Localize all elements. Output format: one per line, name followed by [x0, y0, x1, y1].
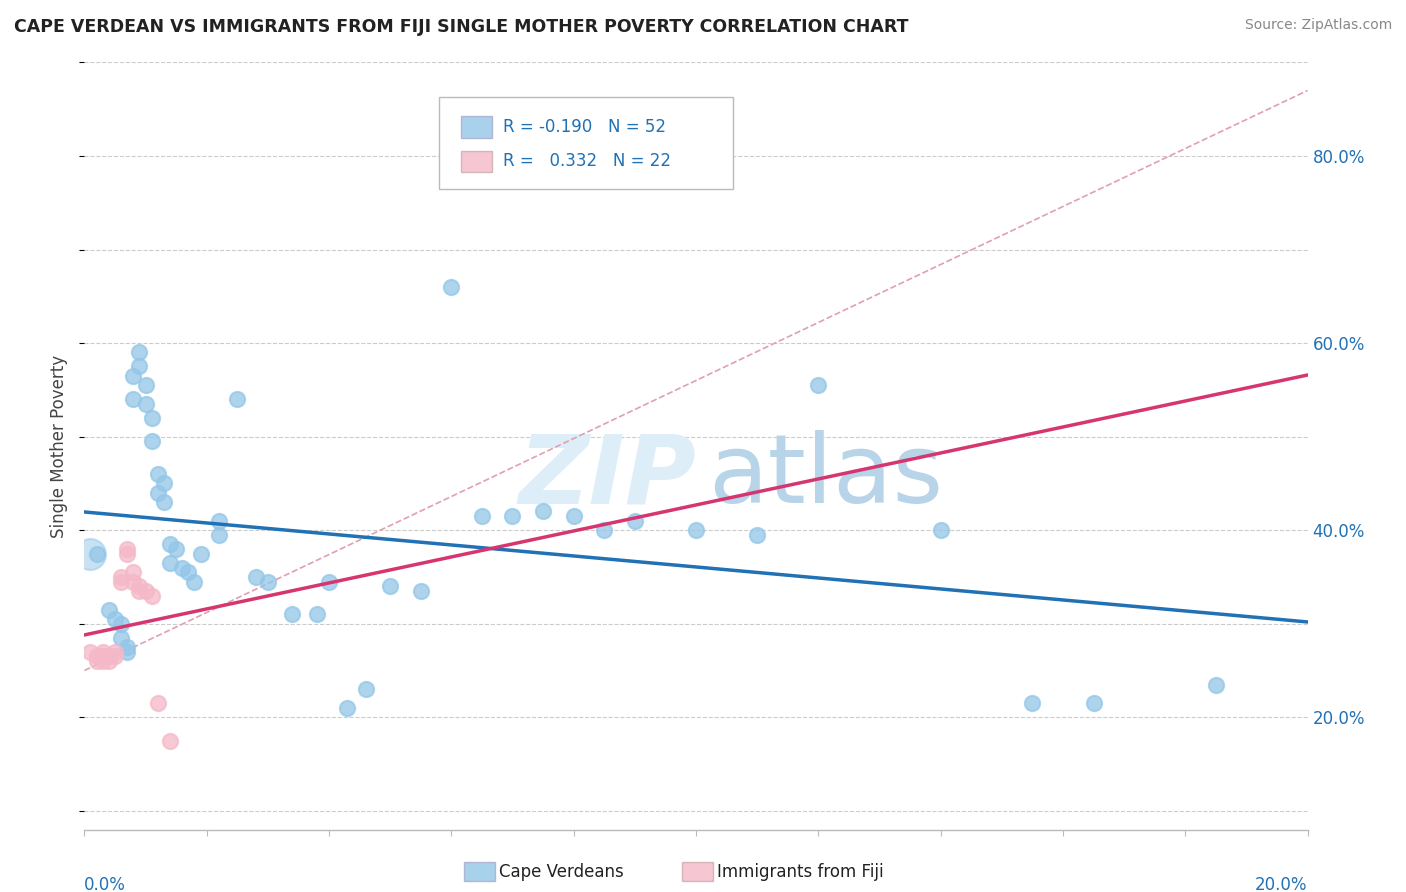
Point: [110, 616, 132, 631]
Point: [685, 523, 707, 537]
Point: [135, 584, 157, 599]
Text: R = -0.190   N = 52: R = -0.190 N = 52: [503, 118, 665, 136]
Point: [122, 566, 145, 580]
Point: [115, 541, 138, 556]
Point: [97, 654, 120, 668]
Point: [110, 574, 132, 589]
Text: 20.0%: 20.0%: [1256, 876, 1308, 892]
Point: [91, 654, 114, 668]
Point: [172, 560, 194, 574]
Point: [128, 579, 150, 593]
Point: [128, 359, 150, 374]
Point: [409, 584, 432, 599]
Point: [97, 603, 120, 617]
Point: [336, 701, 359, 715]
Point: [115, 547, 138, 561]
Point: [79, 645, 101, 659]
Point: [562, 509, 585, 524]
Point: [128, 584, 150, 599]
Point: [153, 495, 176, 509]
Point: [122, 392, 145, 407]
Point: [146, 467, 169, 481]
Point: [380, 579, 402, 593]
FancyBboxPatch shape: [461, 151, 492, 172]
Point: [141, 411, 163, 425]
Point: [97, 649, 120, 664]
Point: [146, 485, 169, 500]
Point: [122, 368, 145, 383]
Point: [318, 574, 340, 589]
Point: [1021, 696, 1043, 710]
Point: [1083, 696, 1105, 710]
Point: [226, 392, 249, 407]
Point: [115, 645, 138, 659]
Y-axis label: Single Mother Poverty: Single Mother Poverty: [51, 354, 69, 538]
Point: [110, 570, 132, 584]
Point: [135, 378, 157, 392]
Point: [929, 523, 952, 537]
Point: [86, 547, 108, 561]
Point: [624, 514, 647, 528]
Point: [110, 631, 132, 645]
Point: [1205, 677, 1227, 691]
Point: [208, 514, 231, 528]
Point: [141, 589, 163, 603]
Point: [122, 574, 145, 589]
Point: [153, 476, 176, 491]
Text: ZIP: ZIP: [517, 430, 696, 524]
Point: [91, 645, 114, 659]
Text: 0.0%: 0.0%: [84, 876, 127, 892]
Point: [593, 523, 616, 537]
Point: [183, 574, 205, 589]
Point: [531, 504, 554, 518]
Text: R =   0.332   N = 22: R = 0.332 N = 22: [503, 153, 671, 170]
Text: Source: ZipAtlas.com: Source: ZipAtlas.com: [1244, 18, 1392, 32]
Point: [128, 345, 150, 359]
FancyBboxPatch shape: [439, 97, 733, 189]
Point: [245, 570, 267, 584]
Point: [165, 541, 187, 556]
Point: [146, 696, 169, 710]
Point: [305, 607, 328, 622]
Point: [115, 640, 138, 654]
Point: [135, 397, 157, 411]
Point: [159, 556, 181, 570]
Text: Immigrants from Fiji: Immigrants from Fiji: [717, 863, 884, 881]
Point: [104, 612, 127, 626]
Text: Cape Verdeans: Cape Verdeans: [499, 863, 624, 881]
Point: [440, 280, 463, 294]
Point: [79, 547, 101, 561]
Point: [86, 654, 108, 668]
Point: [257, 574, 280, 589]
Point: [159, 537, 181, 551]
Point: [281, 607, 304, 622]
Point: [354, 682, 377, 697]
Point: [91, 649, 114, 664]
Point: [104, 645, 127, 659]
Point: [86, 649, 108, 664]
Point: [159, 733, 181, 747]
Point: [104, 649, 127, 664]
Point: [190, 547, 212, 561]
Point: [747, 528, 769, 542]
Point: [502, 509, 524, 524]
Point: [807, 378, 830, 392]
Point: [141, 434, 163, 449]
Point: [177, 566, 200, 580]
FancyBboxPatch shape: [461, 116, 492, 137]
Point: [471, 509, 494, 524]
Text: atlas: atlas: [709, 430, 943, 524]
Text: CAPE VERDEAN VS IMMIGRANTS FROM FIJI SINGLE MOTHER POVERTY CORRELATION CHART: CAPE VERDEAN VS IMMIGRANTS FROM FIJI SIN…: [14, 18, 908, 36]
Point: [208, 528, 231, 542]
